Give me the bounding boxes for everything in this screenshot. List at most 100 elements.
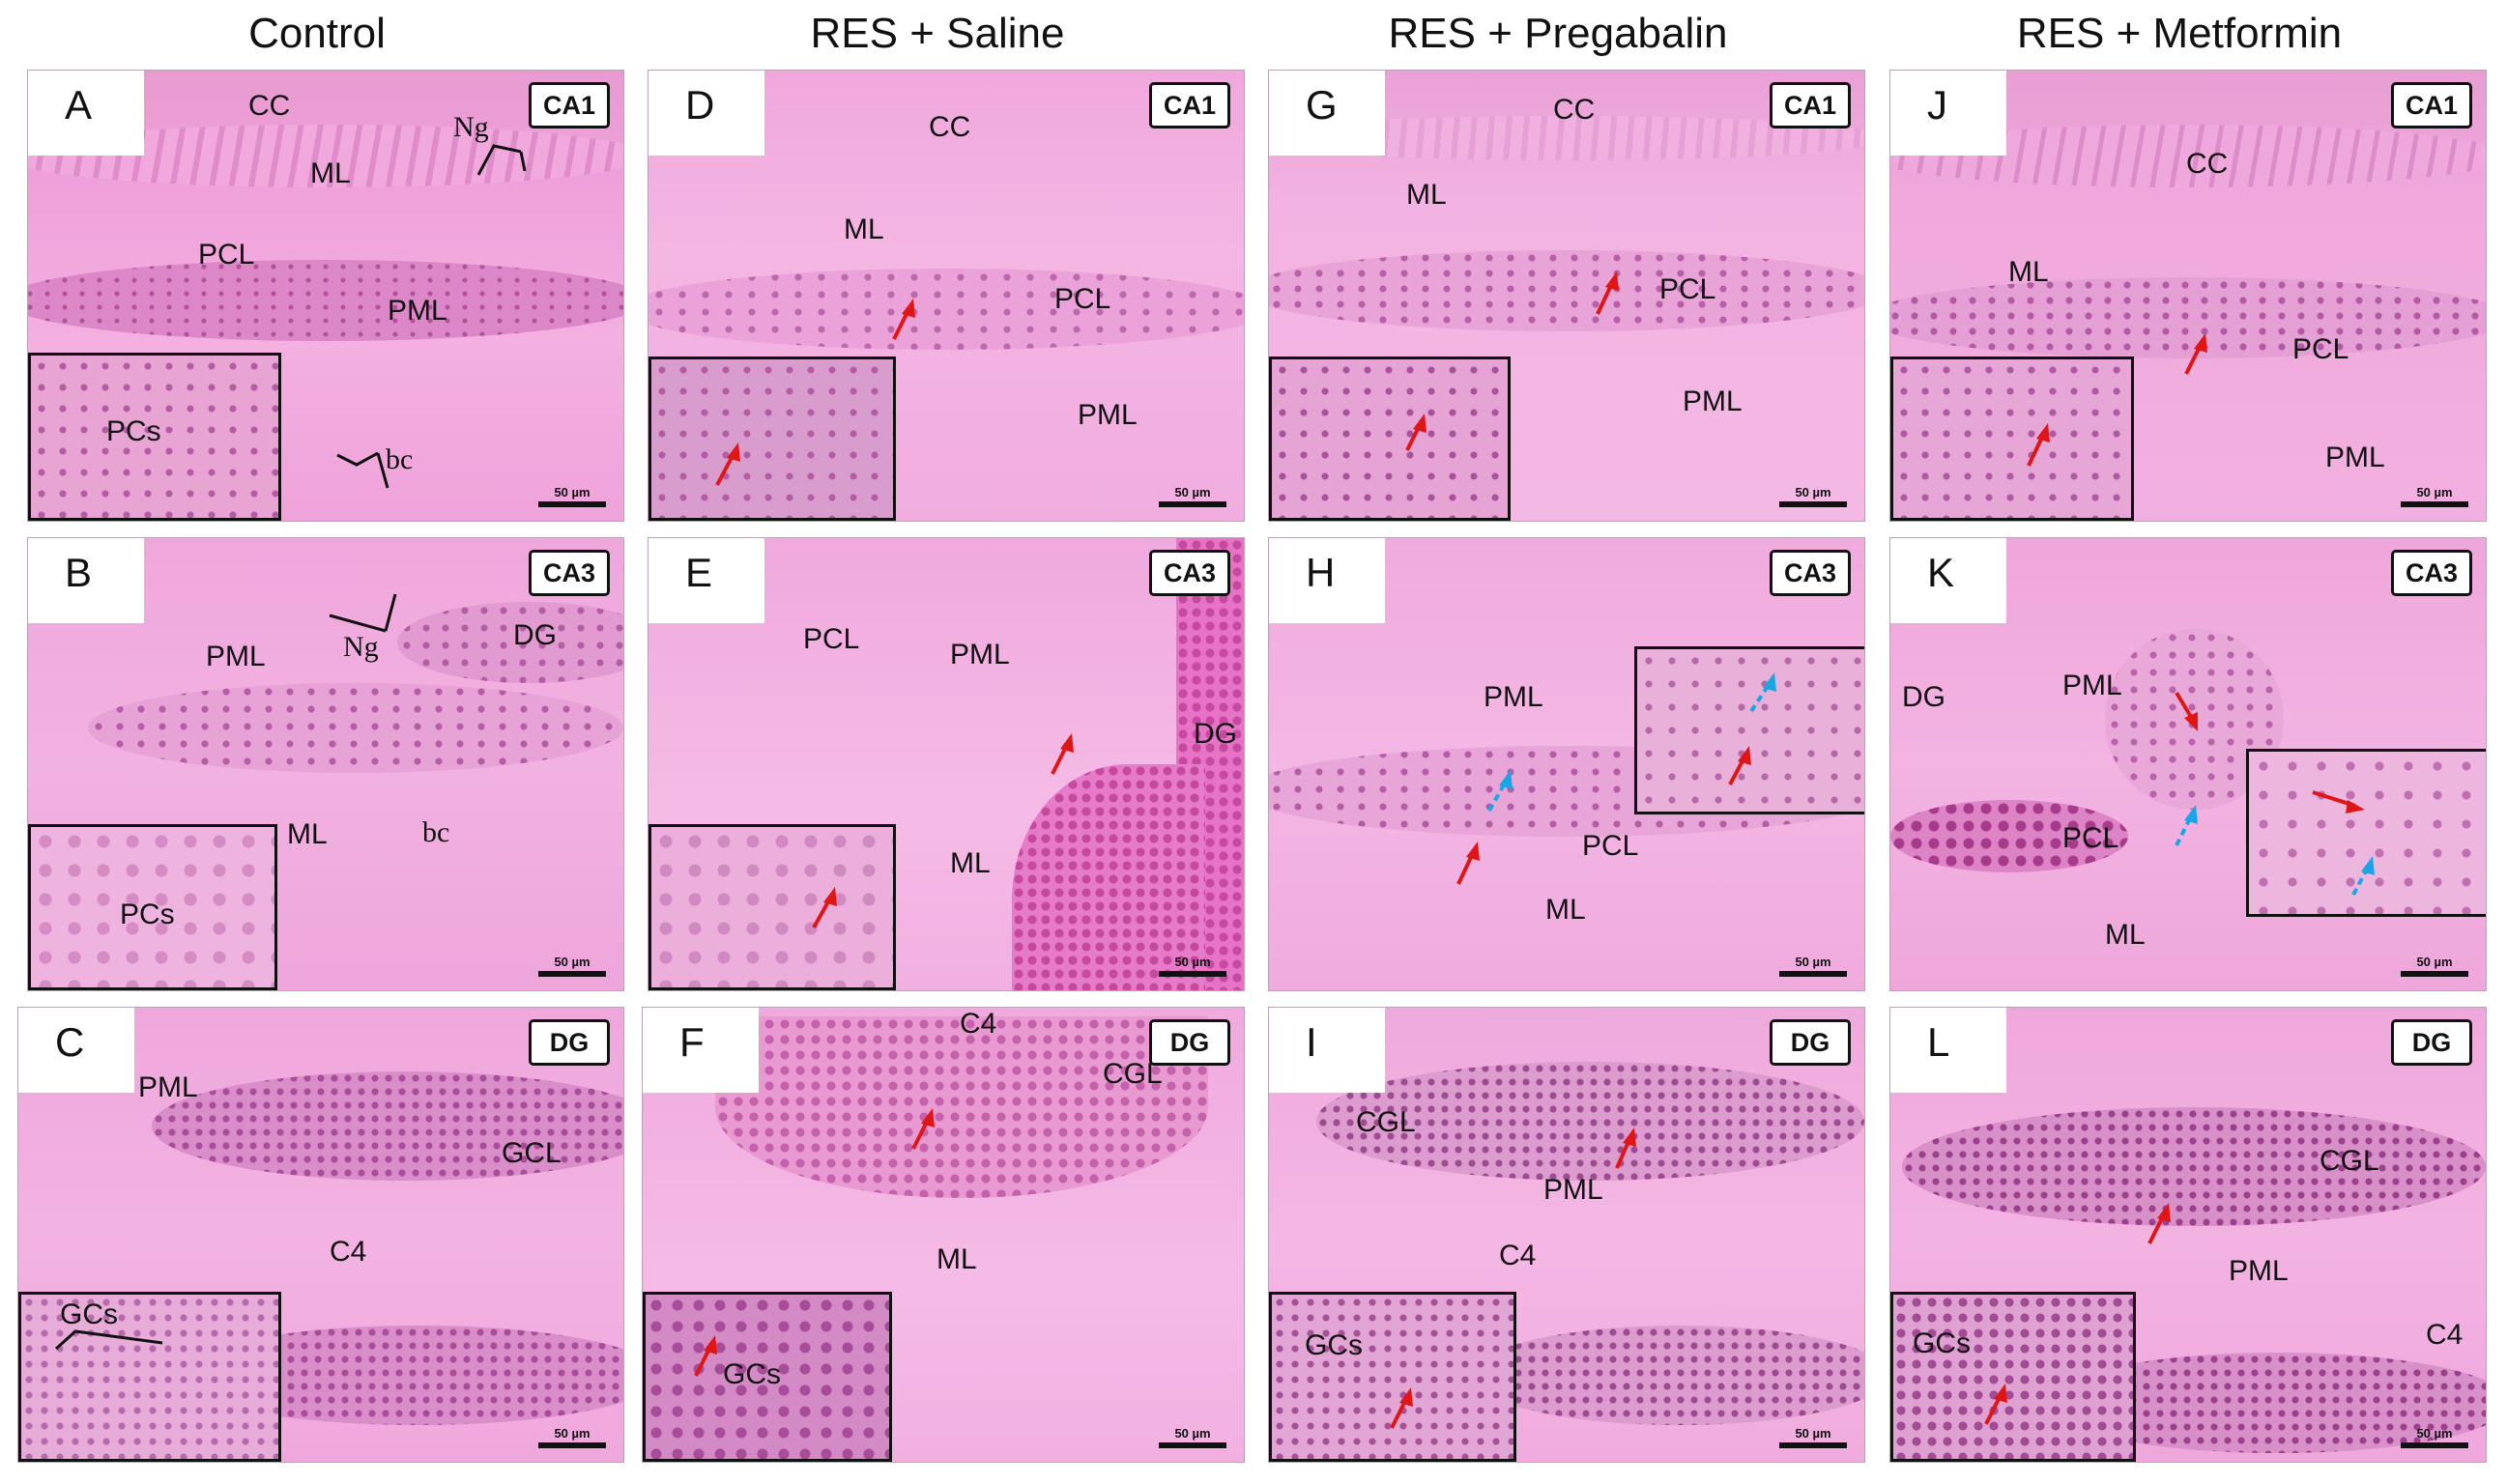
label-cgl: CGL bbox=[2320, 1145, 2379, 1177]
label-cc: CC bbox=[2186, 148, 2229, 180]
label-gcl: GCL bbox=[502, 1137, 562, 1169]
region-badge: CA3 bbox=[2391, 550, 2472, 596]
label-pcl: PCL bbox=[803, 623, 860, 655]
red-arrow bbox=[1390, 1387, 1413, 1429]
panel-letter: J bbox=[1927, 82, 1947, 128]
inset-magnified: GCs bbox=[643, 1292, 892, 1462]
region-badge: DG bbox=[1770, 1019, 1851, 1066]
inset-magnified: PCs bbox=[28, 353, 281, 521]
label-c4: C4 bbox=[2426, 1319, 2464, 1351]
label-pml: PML bbox=[1484, 681, 1543, 713]
label-dg: DG bbox=[1902, 681, 1945, 713]
red-arrows bbox=[1596, 271, 1619, 315]
scale-bar: 50 µm bbox=[2401, 485, 2468, 507]
label-c4: C4 bbox=[960, 1008, 997, 1040]
red-arrow bbox=[2027, 423, 2050, 467]
label-pcl: PCL bbox=[2292, 333, 2349, 365]
panel-letter: L bbox=[1927, 1019, 1950, 1065]
panel-h: H CA3 PML PCL ML 50 µm bbox=[1268, 537, 1865, 991]
column-title-control: Control bbox=[248, 10, 386, 57]
panel-letter: I bbox=[1306, 1019, 1317, 1065]
region-badge: CA3 bbox=[1770, 550, 1851, 596]
label-ml: ML bbox=[844, 214, 884, 245]
label-ml: ML bbox=[937, 1243, 977, 1275]
inset-label-gcs: GCs bbox=[1305, 1329, 1363, 1361]
panel-i: I DG CGL PML C4 GCs 50 µm bbox=[1268, 1007, 1865, 1463]
region-badge: DG bbox=[529, 1019, 610, 1066]
label-cc: CC bbox=[929, 111, 971, 143]
label-ml: ML bbox=[310, 157, 351, 189]
label-pcl: PCL bbox=[198, 239, 255, 271]
arrows bbox=[1456, 770, 1513, 885]
inset-magnified: GCs bbox=[1890, 1292, 2136, 1462]
label-c4: C4 bbox=[1499, 1240, 1537, 1271]
inset-magnified bbox=[1269, 357, 1511, 521]
label-pml: PML bbox=[1543, 1174, 1603, 1206]
region-badge: CA1 bbox=[529, 82, 610, 128]
label-cgl: CGL bbox=[1103, 1058, 1163, 1090]
label-pml: PML bbox=[138, 1071, 198, 1103]
inset-label-gcs: GCs bbox=[723, 1358, 781, 1390]
pointer-lines bbox=[336, 144, 527, 489]
label-cc: CC bbox=[1553, 94, 1596, 126]
label-ml: ML bbox=[2008, 256, 2049, 288]
scale-bar: 50 µm bbox=[1159, 485, 1226, 507]
label-cc: CC bbox=[248, 90, 291, 122]
region-badge: DG bbox=[2391, 1019, 2472, 1066]
label-pcl: PCL bbox=[2062, 822, 2119, 854]
red-arrows bbox=[2147, 1203, 2171, 1244]
panel-letter: D bbox=[685, 82, 715, 128]
arrows bbox=[2312, 790, 2375, 896]
scale-bar: 50 µm bbox=[1159, 955, 1226, 977]
red-arrows bbox=[1051, 733, 1074, 775]
panel-a: A CA1 CC ML Ng PCL PML bc PCs 50 µm bbox=[27, 70, 624, 522]
red-arrows bbox=[1615, 1127, 1636, 1169]
scale-bar: 50 µm bbox=[538, 485, 606, 507]
column-title-res-pregabalin: RES + Pregabalin bbox=[1388, 10, 1728, 57]
region-badge: CA1 bbox=[2391, 82, 2472, 128]
inset-label-pcs: PCs bbox=[120, 899, 175, 930]
panel-k: K CA3 DG PML PCL ML 50 µm bbox=[1889, 537, 2487, 991]
label-cgl: CGL bbox=[1356, 1106, 1416, 1138]
red-arrow bbox=[715, 442, 740, 486]
panel-b: B CA3 PML Ng DG ML bc PCs 50 µm bbox=[27, 537, 624, 991]
pointer-lines bbox=[329, 593, 397, 633]
label-pml: PML bbox=[1078, 399, 1138, 431]
label-pml: PML bbox=[206, 641, 266, 672]
scale-bar: 50 µm bbox=[2401, 1426, 2468, 1448]
red-arrows bbox=[892, 299, 915, 340]
inset-magnified bbox=[648, 824, 896, 990]
inset-label-gcs: GCs bbox=[60, 1298, 118, 1330]
column-title-res-saline: RES + Saline bbox=[810, 10, 1065, 57]
label-ml: ML bbox=[1406, 179, 1447, 211]
label-pcl: PCL bbox=[1582, 830, 1639, 862]
red-arrow bbox=[812, 887, 837, 928]
inset-label-gcs: GCs bbox=[1913, 1327, 1971, 1359]
panel-letter: A bbox=[65, 82, 93, 128]
inset-magnified: GCs bbox=[18, 1292, 281, 1462]
label-pcl: PCL bbox=[1054, 283, 1111, 315]
panel-letter: K bbox=[1927, 550, 1955, 595]
red-arrow bbox=[694, 1335, 717, 1377]
label-ml: ML bbox=[1545, 894, 1586, 926]
label-bc: bc bbox=[386, 443, 414, 475]
panel-c: C DG PML GCL C4 GCs 50 µm bbox=[17, 1007, 624, 1463]
inset-magnified: GCs bbox=[1269, 1292, 1516, 1462]
label-ml: ML bbox=[287, 818, 328, 850]
label-pml: PML bbox=[2229, 1255, 2289, 1287]
label-pml: PML bbox=[950, 639, 1010, 671]
arrows bbox=[1728, 672, 1776, 785]
label-pcl: PCL bbox=[1659, 273, 1716, 305]
label-dg: DG bbox=[513, 619, 557, 651]
label-bc: bc bbox=[422, 816, 450, 848]
inset-magnified bbox=[1634, 646, 1864, 814]
label-ml: ML bbox=[2105, 919, 2146, 951]
scale-bar: 50 µm bbox=[538, 955, 606, 977]
scale-bar: 50 µm bbox=[1779, 485, 1847, 507]
panel-f: F DG C4 CGL ML GCs 50 µm bbox=[642, 1007, 1245, 1463]
inset-magnified bbox=[648, 357, 896, 521]
region-badge: CA1 bbox=[1770, 82, 1851, 128]
inset-magnified bbox=[1890, 357, 2134, 521]
label-pml: PML bbox=[2325, 442, 2385, 473]
column-title-res-metformin: RES + Metformin bbox=[2016, 10, 2343, 57]
